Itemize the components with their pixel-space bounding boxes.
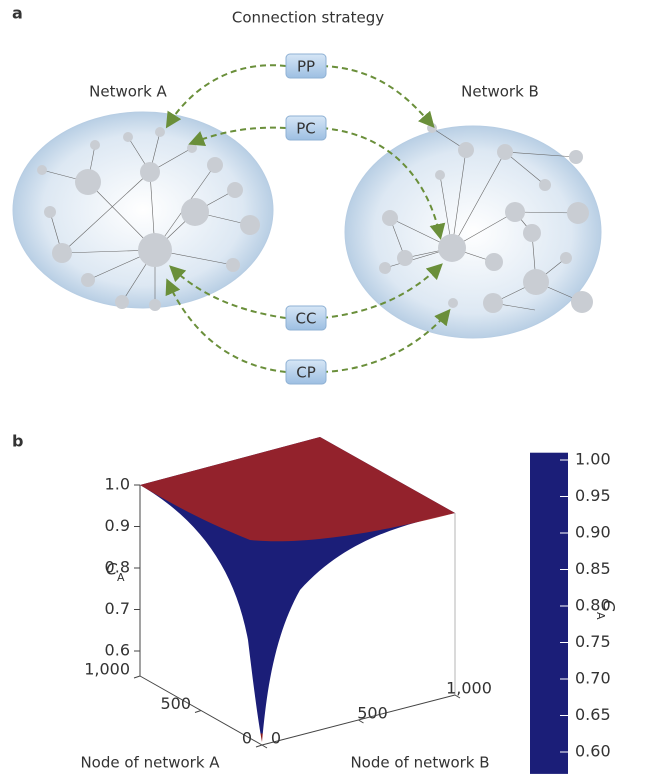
colorbar-tick-label: 0.60 <box>575 742 611 761</box>
colorbar-tick-label: 0.80 <box>575 596 611 615</box>
colorbar-tick-label: 0.85 <box>575 559 611 578</box>
panel-label: a <box>12 4 23 23</box>
x-label: Node of network A <box>80 754 220 772</box>
colorbar-tick-label: 0.65 <box>575 705 611 724</box>
y-tick-label: 1,000 <box>446 679 492 698</box>
figure: a Connection strategy Network A Network … <box>0 0 648 780</box>
x-tick-label: 500 <box>160 694 191 713</box>
y-tick-label: 0 <box>271 729 281 748</box>
x-tick <box>134 676 140 678</box>
colorbar-tick-label: 0.90 <box>575 523 611 542</box>
strategy-label: PC <box>296 120 316 138</box>
colorbar-tick-label: 1.00 <box>575 450 611 469</box>
strategy-label: CC <box>296 310 317 328</box>
z-tick-label: 0.8 <box>105 558 130 577</box>
strategy-label: PP <box>297 58 315 76</box>
x-tick <box>195 711 201 713</box>
z-tick-label: 1.0 <box>105 475 130 494</box>
y-tick-label: 500 <box>357 704 388 723</box>
z-tick-label: 0.7 <box>105 599 130 618</box>
colorbar-tick-label: 0.75 <box>575 632 611 651</box>
surface-top <box>140 437 455 541</box>
x-tick-label: 0 <box>242 729 252 748</box>
colorbar-tick-label: 0.95 <box>575 486 611 505</box>
y-label: Node of network B <box>350 754 489 772</box>
panel-title: Connection strategy <box>232 9 384 27</box>
network-b <box>345 126 601 338</box>
z-tick-label: 0.6 <box>105 641 130 660</box>
network-label: Network A <box>89 83 167 101</box>
network-label: Network B <box>461 83 539 101</box>
panel-label: b <box>12 432 23 451</box>
x-tick-label: 1,000 <box>84 660 130 679</box>
colorbar-tick-label: 0.70 <box>575 669 611 688</box>
strategy-label: CP <box>296 364 316 382</box>
y-tick <box>262 745 267 748</box>
strategy-boxes: PP PC CC CP <box>286 54 326 384</box>
colorbar <box>530 453 568 774</box>
x-tick <box>256 745 262 747</box>
z-tick-label: 0.9 <box>105 516 130 535</box>
